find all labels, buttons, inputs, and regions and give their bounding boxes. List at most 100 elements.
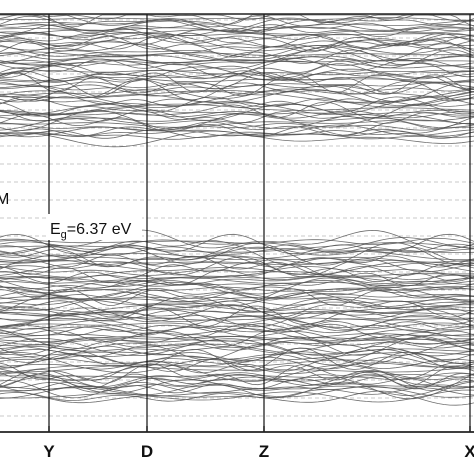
valence-band-50 bbox=[0, 314, 474, 334]
valence-band-30 bbox=[0, 281, 474, 300]
conduction-band-34 bbox=[0, 70, 474, 82]
valence-band-85 bbox=[0, 373, 474, 392]
kpoint-label-d: D bbox=[141, 442, 153, 461]
valence-band-62 bbox=[0, 339, 474, 349]
conduction-band-44 bbox=[0, 88, 474, 100]
valence-band-93 bbox=[0, 389, 474, 403]
conduction-band-38 bbox=[0, 72, 474, 94]
valence-band-73 bbox=[0, 356, 474, 370]
conduction-band-41 bbox=[0, 84, 474, 92]
plot-frame bbox=[0, 13, 474, 433]
conduction-band-4 bbox=[0, 15, 474, 28]
valence-band-75 bbox=[0, 359, 474, 373]
valence-band-19 bbox=[0, 261, 474, 284]
valence-band-23 bbox=[0, 275, 474, 283]
valence-band-40 bbox=[0, 300, 474, 318]
conduction-band-16 bbox=[0, 34, 474, 50]
conduction-band-3 bbox=[0, 14, 474, 32]
conduction-band-27 bbox=[0, 58, 474, 67]
conduction-band-40 bbox=[0, 75, 474, 97]
valence-band-68 bbox=[0, 345, 474, 363]
conduction-band-14 bbox=[0, 31, 474, 49]
valence-band-49 bbox=[0, 313, 474, 331]
valence-band-92 bbox=[0, 387, 474, 402]
valence-band-16 bbox=[0, 256, 474, 278]
conduction-band-39 bbox=[0, 81, 474, 89]
valence-band-89 bbox=[0, 380, 474, 399]
partial-axis-label: M bbox=[0, 191, 9, 208]
valence-band-18 bbox=[0, 266, 474, 276]
valence-band-52 bbox=[0, 324, 474, 333]
valence-band-41 bbox=[0, 303, 474, 316]
valence-band-26 bbox=[0, 279, 474, 288]
conduction-band-36 bbox=[0, 77, 474, 83]
valence-band-20 bbox=[0, 270, 474, 279]
valence-band-13 bbox=[0, 259, 474, 266]
valence-band-10 bbox=[0, 246, 474, 268]
conduction-band-61 bbox=[0, 119, 474, 128]
gap-label-background bbox=[46, 214, 142, 240]
valence-band-32 bbox=[0, 287, 474, 301]
band-lines bbox=[0, 14, 474, 406]
conduction-band-53 bbox=[0, 101, 474, 119]
conduction-band-28 bbox=[0, 57, 474, 72]
conduction-band-56 bbox=[0, 110, 474, 119]
conduction-band-63 bbox=[0, 123, 474, 131]
valence-band-63 bbox=[0, 336, 474, 356]
valence-band-78 bbox=[0, 358, 474, 381]
valence-band-56 bbox=[0, 325, 474, 343]
valence-band-0 bbox=[0, 229, 474, 250]
valence-band-22 bbox=[0, 274, 474, 281]
valence-band-74 bbox=[0, 353, 474, 374]
conduction-band-69 bbox=[0, 130, 474, 148]
gap-label-subscript: g bbox=[61, 229, 67, 241]
valence-band-2 bbox=[0, 237, 474, 252]
conduction-band-5 bbox=[0, 20, 474, 28]
valence-band-51 bbox=[0, 318, 474, 333]
valence-band-76 bbox=[0, 359, 474, 375]
conduction-band-13 bbox=[0, 32, 474, 44]
conduction-band-18 bbox=[0, 35, 474, 58]
valence-band-39 bbox=[0, 298, 474, 312]
valence-band-55 bbox=[0, 323, 474, 343]
valence-band-48 bbox=[0, 309, 474, 332]
conduction-band-62 bbox=[0, 114, 474, 138]
valence-band-64 bbox=[0, 338, 474, 357]
conduction-band-68 bbox=[0, 133, 474, 140]
valence-band-25 bbox=[0, 276, 474, 289]
conduction-band-47 bbox=[0, 90, 474, 108]
valence-band-34 bbox=[0, 288, 474, 306]
valence-band-84 bbox=[0, 372, 474, 390]
kpoint-label-x: X bbox=[464, 442, 474, 461]
kpoint-label-y: Y bbox=[43, 442, 55, 461]
valence-band-31 bbox=[0, 286, 474, 303]
valence-band-77 bbox=[0, 364, 474, 374]
valence-band-60 bbox=[0, 336, 474, 346]
valence-band-82 bbox=[0, 372, 474, 382]
conduction-band-20 bbox=[0, 39, 474, 62]
conduction-band-17 bbox=[0, 33, 474, 55]
valence-band-69 bbox=[0, 351, 474, 361]
valence-band-90 bbox=[0, 381, 474, 400]
valence-band-54 bbox=[0, 319, 474, 342]
gap-label-value: =6.37 eV bbox=[67, 221, 132, 238]
valence-band-91 bbox=[0, 385, 474, 399]
conduction-band-26 bbox=[0, 58, 474, 64]
conduction-band-19 bbox=[0, 42, 474, 54]
conduction-band-30 bbox=[0, 58, 474, 78]
valence-band-1 bbox=[0, 237, 474, 246]
band-gap-label: Eg=6.37 eV bbox=[50, 221, 132, 241]
valence-band-6 bbox=[0, 246, 474, 256]
kpoint-label-z: Z bbox=[259, 442, 269, 461]
valence-band-81 bbox=[0, 373, 474, 379]
valence-band-45 bbox=[0, 305, 474, 327]
conduction-band-11 bbox=[0, 31, 474, 37]
valence-band-24 bbox=[0, 275, 474, 286]
valence-band-28 bbox=[0, 277, 474, 296]
conduction-band-59 bbox=[0, 109, 474, 132]
conduction-band-42 bbox=[0, 78, 474, 101]
valence-band-70 bbox=[0, 348, 474, 369]
conduction-band-50 bbox=[0, 96, 474, 113]
valence-band-17 bbox=[0, 261, 474, 276]
